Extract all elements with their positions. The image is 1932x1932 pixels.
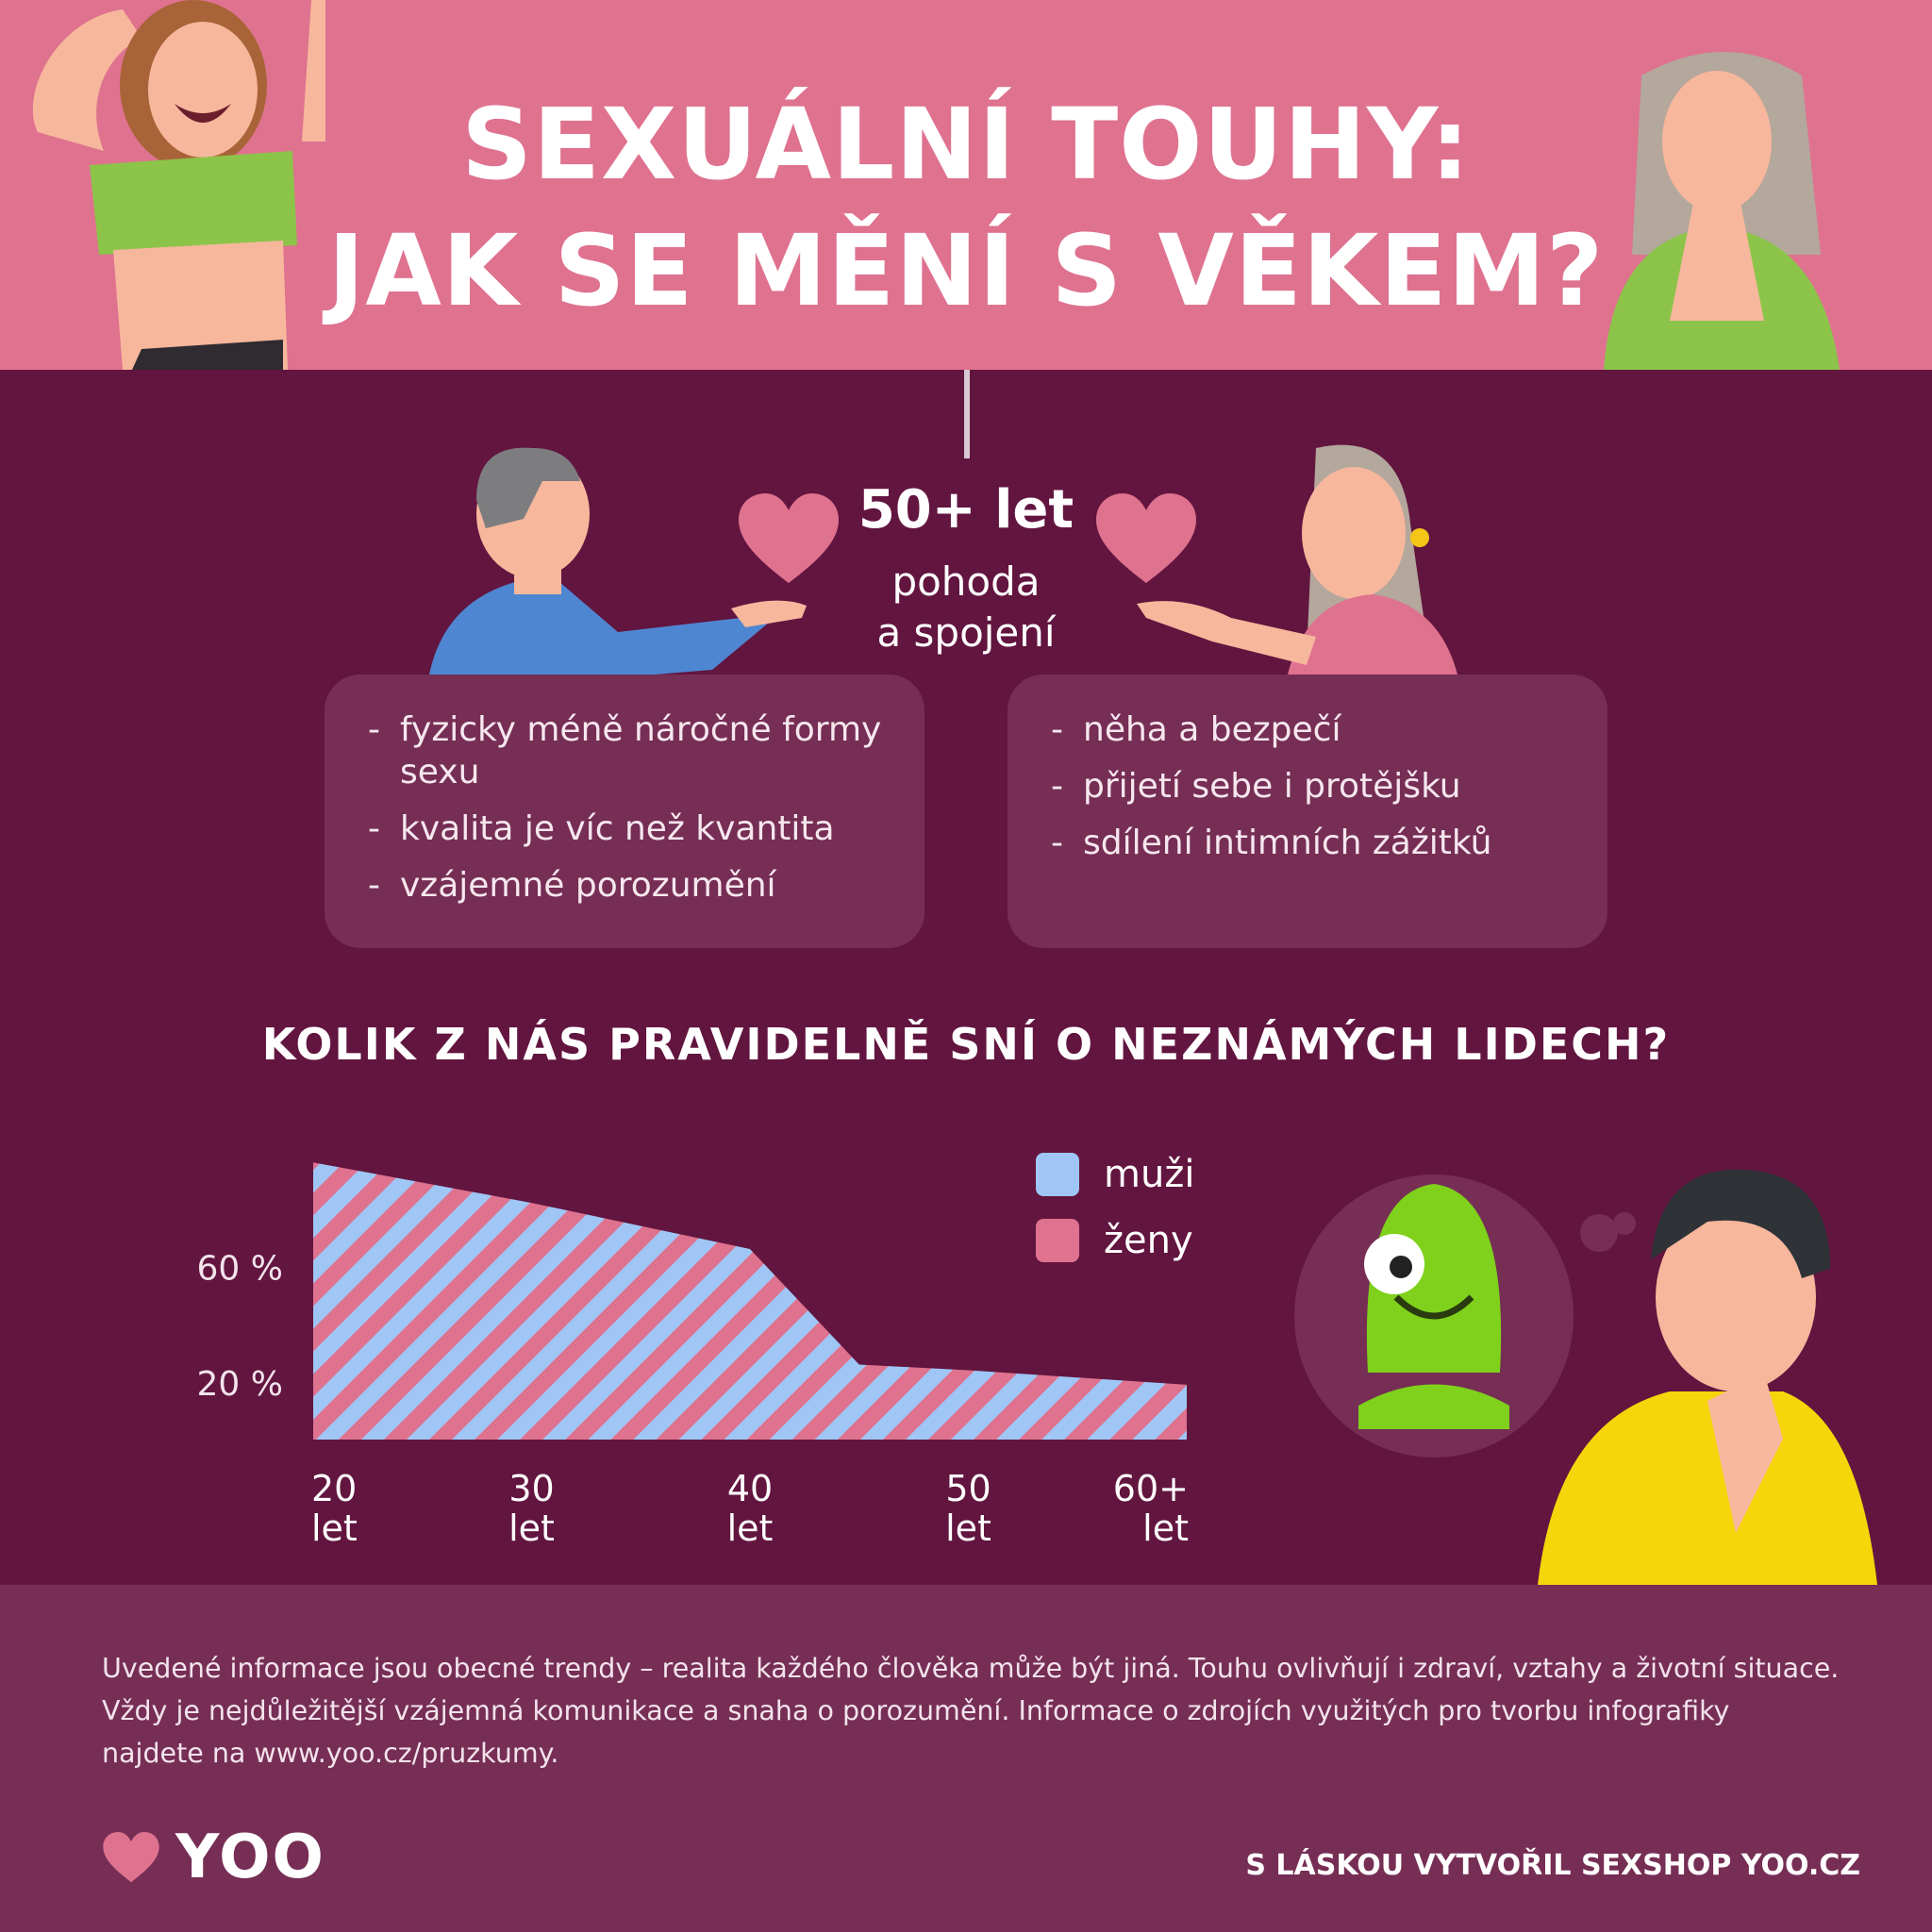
x-tick-label: 20: [311, 1468, 357, 1509]
women-traits-list: něha a bezpečí přijetí sebe i protějšku …: [1051, 708, 1579, 878]
footer-note: Uvedené informace jsou obecné trendy – r…: [102, 1647, 1875, 1774]
x-tick-label: let: [945, 1507, 991, 1549]
footer-note-line1: Uvedené informace jsou obecné trendy – r…: [102, 1653, 1840, 1684]
list-item: vzájemné porozumění: [368, 864, 896, 907]
older-woman-illustration: [1137, 444, 1457, 675]
men-traits-list: fyzicky méně náročné formy sexu kvalita …: [368, 708, 896, 921]
x-tick-label: 50: [945, 1468, 991, 1509]
list-item: fyzicky méně náročné formy sexu: [368, 708, 896, 793]
footer-note-line3: najdete na www.yoo.cz/pruzkumy.: [102, 1738, 559, 1769]
women-traits-card: něha a bezpečí přijetí sebe i protějšku …: [1008, 675, 1607, 948]
older-man-illustration: [429, 447, 807, 675]
brand-logo-text: YOO: [175, 1823, 325, 1892]
x-tick-label: 30: [508, 1468, 554, 1509]
connector-line: [964, 370, 970, 458]
praying-woman-illustration: [1604, 52, 1840, 370]
legend-label: muži: [1104, 1153, 1194, 1196]
legend-label: ženy: [1104, 1219, 1193, 1262]
list-item: něha a bezpečí: [1051, 708, 1579, 751]
heart-icon: [739, 493, 839, 583]
heart-icon: [1096, 493, 1196, 583]
x-tick-label: 40: [727, 1468, 773, 1509]
header-banner: SEXUÁLNÍ TOUHY: JAK SE MĚNÍ S VĚKEM?: [0, 0, 1932, 370]
legend-swatch: [1036, 1219, 1079, 1262]
men-traits-card: fyzicky méně náročné formy sexu kvalita …: [325, 675, 924, 948]
x-tick-label: let: [311, 1507, 358, 1549]
page-title-line1: SEXUÁLNÍ TOUHY:: [461, 87, 1471, 202]
y-tick-label: 20 %: [197, 1365, 283, 1404]
age-group-heading: 50+ let: [858, 479, 1074, 541]
age-group-subtitle: pohoda a spojení: [777, 557, 1155, 658]
age-group-subtitle-line1: pohoda: [891, 558, 1041, 605]
age-group-subtitle-line2: a spojení: [876, 609, 1056, 656]
area-series: [313, 1162, 1187, 1440]
x-tick-label: let: [508, 1507, 555, 1549]
list-item: kvalita je víc než kvantita: [368, 808, 896, 850]
list-item: sdílení intimních zážitků: [1051, 822, 1579, 864]
footer-note-line2: Vždy je nejdůležitější vzájemná komunika…: [102, 1695, 1730, 1726]
page-title-line2: JAK SE MĚNÍ S VĚKEM?: [327, 213, 1605, 328]
list-item: přijetí sebe i protějšku: [1051, 765, 1579, 808]
footer: [0, 1585, 1932, 1932]
cheering-woman-illustration: [32, 0, 325, 370]
x-tick-label: 60+: [1113, 1468, 1189, 1509]
thinking-man-illustration: [1294, 1169, 1877, 1585]
chart-title: KOLIK Z NÁS PRAVIDELNĚ SNÍ O NEZNÁMÝCH L…: [261, 1019, 1671, 1070]
legend-swatch: [1036, 1153, 1079, 1196]
x-tick-label: let: [1142, 1507, 1189, 1549]
credit-text: S LÁSKOU VYTVOŘIL SEXSHOP YOO.CZ: [1245, 1849, 1860, 1882]
heart-logo-icon: [103, 1832, 159, 1883]
y-tick-label: 60 %: [197, 1249, 283, 1288]
x-tick-label: let: [727, 1507, 774, 1549]
